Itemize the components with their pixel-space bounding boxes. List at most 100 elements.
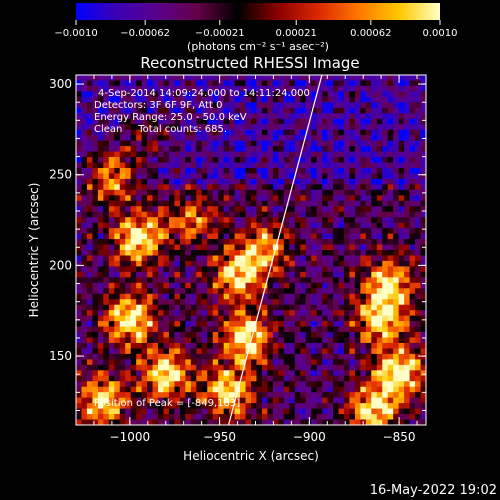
heatmap-cell [294,277,301,284]
heatmap-cell [415,337,421,344]
heatmap-cell [415,403,421,409]
heatmap-cell [185,315,192,322]
heatmap-cell [349,113,356,120]
heatmap-cell [354,255,361,262]
heatmap-cell [81,102,88,109]
heatmap-cell [387,332,394,338]
heatmap-cell [234,129,241,136]
heatmap-cell [415,239,421,245]
heatmap-cell [415,151,421,158]
heatmap-cell [404,96,410,103]
heatmap-cell [354,315,361,322]
heatmap-cell [300,282,307,289]
heatmap-cell [404,299,410,306]
heatmap-cell [360,359,367,366]
heatmap-cell [185,419,192,425]
heatmap-cell [398,375,405,382]
heatmap-cell [97,135,104,142]
heatmap-cell [371,326,378,333]
heatmap-cell [92,315,99,322]
heatmap-cell [81,299,88,306]
heatmap-cell [354,386,361,393]
heatmap-cell [158,348,164,355]
heatmap-cell [420,151,426,158]
heatmap-cell [163,321,170,327]
heatmap-cell [387,288,394,295]
heatmap-cell [81,146,88,152]
heatmap-cell [349,157,356,163]
heatmap-cell [168,266,175,273]
heatmap-cell [223,178,230,185]
heatmap-cell [382,211,389,218]
heatmap-cell [371,250,378,256]
heatmap-cell [86,326,93,333]
heatmap-cell [261,118,268,125]
heatmap-cell [147,321,153,327]
heatmap-cell [338,282,345,289]
heatmap-cell [382,403,389,409]
heatmap-cell [338,146,345,152]
heatmap-cell [360,304,367,311]
heatmap-cell [97,288,104,295]
heatmap-cell [190,414,197,420]
heatmap-cell [81,167,88,174]
heatmap-cell [316,260,323,267]
heatmap-cell [256,178,263,185]
heatmap-cell [343,342,350,349]
heatmap-cell [343,102,350,109]
heatmap-cell [409,250,416,256]
heatmap-cell [119,397,126,404]
heatmap-cell [136,364,143,371]
heatmap-cell [229,397,235,404]
heatmap-cell [387,124,394,131]
heatmap-cell [218,146,225,152]
heatmap-cell [360,200,367,207]
heatmap-cell [256,200,263,207]
heatmap-cell [322,233,328,240]
heatmap-cell [174,124,181,131]
heatmap-cell [327,239,334,245]
heatmap-cell [147,359,153,366]
heatmap-cell [97,107,104,114]
heatmap-cell [125,233,132,240]
heatmap-cell [267,359,274,366]
heatmap-cell [283,239,290,245]
heatmap-cell [354,102,361,109]
heatmap-cell [218,403,225,409]
heatmap-cell [311,282,318,289]
heatmap-cell [251,189,257,196]
heatmap-cell [92,381,99,388]
heatmap-cell [333,277,339,284]
heatmap-cell [251,91,257,98]
heatmap-cell [92,321,99,327]
heatmap-cell [125,113,132,120]
heatmap-cell [114,91,121,98]
heatmap-cell [179,140,186,147]
heatmap-cell [376,189,383,196]
heatmap-cell [223,260,230,267]
heatmap-cell [305,80,312,87]
heatmap-cell [207,288,214,295]
heatmap-cell [240,375,246,382]
heatmap-cell [305,140,312,147]
heatmap-cell [92,419,99,425]
heatmap-cell [349,178,356,185]
heatmap-cell [212,167,219,174]
heatmap-cell [212,206,219,213]
heatmap-cell [371,375,378,382]
heatmap-cell [251,288,257,295]
heatmap-cell [163,118,170,125]
heatmap-cell [305,282,312,289]
heatmap-cell [261,102,268,109]
heatmap-cell [316,102,323,109]
heatmap-cell [294,299,301,306]
heatmap-cell [147,167,153,174]
heatmap-cell [147,146,153,152]
heatmap-cell [283,414,290,420]
heatmap-cell [294,244,301,251]
heatmap-cell [245,157,252,163]
heatmap-cell [305,364,312,371]
heatmap-cell [267,222,274,229]
heatmap-cell [382,151,389,158]
heatmap-cell [147,408,153,415]
